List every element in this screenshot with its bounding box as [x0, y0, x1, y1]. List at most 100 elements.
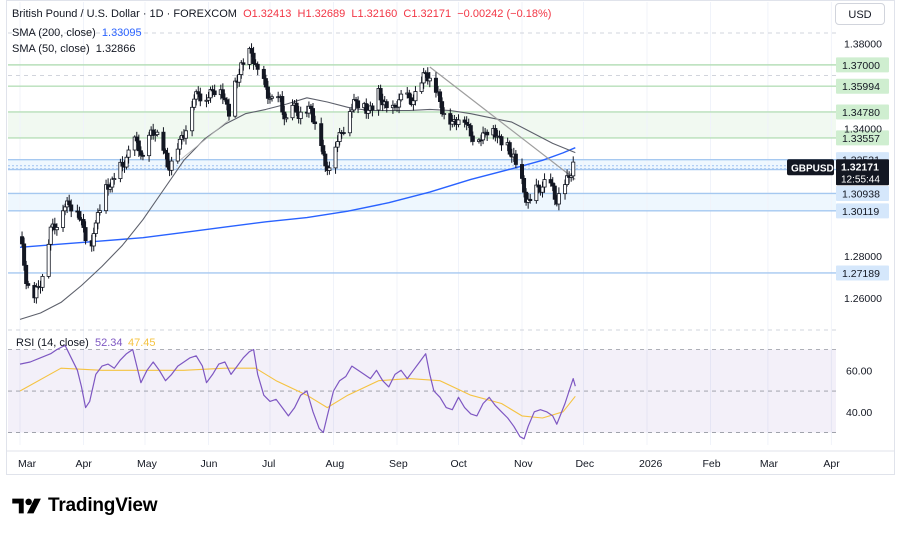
candle-body: [20, 236, 25, 245]
candle-body: [323, 153, 328, 167]
candle-body: [161, 131, 166, 151]
candle-body: [237, 74, 242, 83]
candle-body: [440, 101, 445, 115]
sma200-label: SMA (200, close): [12, 27, 96, 39]
level-label: 1.34780: [842, 107, 880, 119]
candle-body: [169, 160, 174, 171]
candle-body: [507, 142, 512, 155]
candle-body: [411, 100, 416, 106]
candle-body: [212, 90, 217, 96]
candle-body: [528, 198, 533, 202]
time-tick-label: Mar: [18, 458, 37, 470]
level-zone: [8, 193, 836, 211]
time-tick-label: Dec: [575, 458, 594, 470]
candle-body: [249, 48, 254, 54]
candle-body: [438, 91, 443, 103]
candle-body: [456, 119, 461, 125]
candle-body: [485, 131, 490, 136]
candle-body: [77, 211, 82, 220]
countdown-label: 12:55:44: [841, 174, 880, 185]
rsi-pane: RSI (14, close) 52.34 47.45: [8, 337, 836, 440]
rsi-band: [8, 349, 836, 433]
candle-body: [384, 101, 389, 109]
candles: [20, 43, 576, 304]
candle-body: [341, 132, 346, 134]
candle-body: [419, 82, 424, 92]
candle-body: [48, 226, 53, 245]
candle-body: [421, 72, 426, 84]
candle-body: [192, 98, 197, 108]
candle-body: [198, 93, 203, 102]
rsi-ma-legend-value: 47.45: [128, 337, 156, 349]
trend-line: [429, 66, 576, 180]
candle-body: [552, 185, 557, 200]
candle-body: [67, 200, 72, 206]
candle-body: [183, 130, 188, 139]
ohlc-open: O1.32413: [243, 8, 292, 20]
candle-body: [190, 106, 195, 132]
candle-body: [513, 153, 518, 165]
price-axis: 1.370001.359941.347801.335571.325311.320…: [787, 39, 889, 419]
candle-body: [298, 111, 303, 119]
candle-body: [356, 100, 361, 109]
time-tick-label: Aug: [325, 458, 344, 470]
candle-body: [540, 186, 545, 193]
symbol-legend: British Pound / U.S. Dollar · 1D · FOREX…: [12, 7, 551, 21]
grid-lines: [8, 2, 836, 445]
sma200-legend[interactable]: SMA (200, close) 1.33095: [12, 26, 142, 40]
candle-body: [520, 164, 525, 179]
ohlc-high: H1.32689: [297, 8, 346, 20]
candle-body: [126, 149, 131, 158]
level-label-bg: [836, 130, 889, 146]
symbol-title[interactable]: British Pound / U.S. Dollar · 1D · FOREX…: [12, 8, 237, 20]
candle-body: [110, 178, 115, 188]
candle-body: [548, 179, 553, 184]
price-tick-label: 1.38000: [844, 39, 882, 51]
level-label: 1.33557: [842, 133, 880, 145]
candle-body: [26, 283, 31, 286]
sma50-value: 1.32866: [95, 43, 136, 55]
candle-body: [22, 243, 27, 266]
candle-body: [83, 227, 88, 242]
drawing-line: [179, 119, 230, 161]
candle-body: [311, 108, 316, 123]
candle-body: [120, 161, 125, 167]
level-lines: [8, 64, 836, 274]
candle-body: [69, 204, 74, 212]
currency-button[interactable]: USD: [835, 3, 885, 25]
candle-body: [261, 68, 266, 79]
candle-body: [333, 146, 338, 169]
candle-body: [140, 154, 145, 157]
time-tick-label: Oct: [450, 458, 466, 470]
candle-body: [24, 264, 29, 284]
candle-body: [366, 109, 371, 114]
time-tick-label: Apr: [823, 458, 840, 470]
candle-body: [571, 161, 576, 177]
sma200-line: [19, 147, 576, 248]
candle-body: [550, 182, 555, 187]
candle-body: [63, 206, 68, 212]
time-tick-label: Mar: [760, 458, 779, 470]
candle-body: [147, 134, 152, 157]
candle-body: [335, 141, 340, 148]
price-tick-label: 1.26000: [844, 293, 882, 305]
candle-body: [427, 77, 432, 82]
level-label-bg: [836, 78, 889, 94]
candle-body: [399, 93, 404, 101]
candle-body: [124, 156, 129, 168]
level-label: 1.35994: [842, 81, 880, 93]
candle-body: [407, 92, 412, 99]
candle-body: [177, 138, 182, 150]
rsi-line: [19, 344, 576, 440]
rsi-legend-value: 52.34: [95, 337, 123, 349]
time-tick-label: Jun: [201, 458, 218, 470]
candle-body: [163, 149, 168, 154]
tradingview-logo[interactable]: TradingView: [12, 494, 158, 518]
sma50-legend[interactable]: SMA (50, close) 1.32866: [12, 42, 136, 56]
time-tick-label: Sep: [389, 458, 408, 470]
candle-body: [450, 120, 455, 125]
level-label: 1.30938: [842, 188, 880, 200]
candle-body: [470, 135, 475, 142]
candle-body: [255, 63, 260, 70]
